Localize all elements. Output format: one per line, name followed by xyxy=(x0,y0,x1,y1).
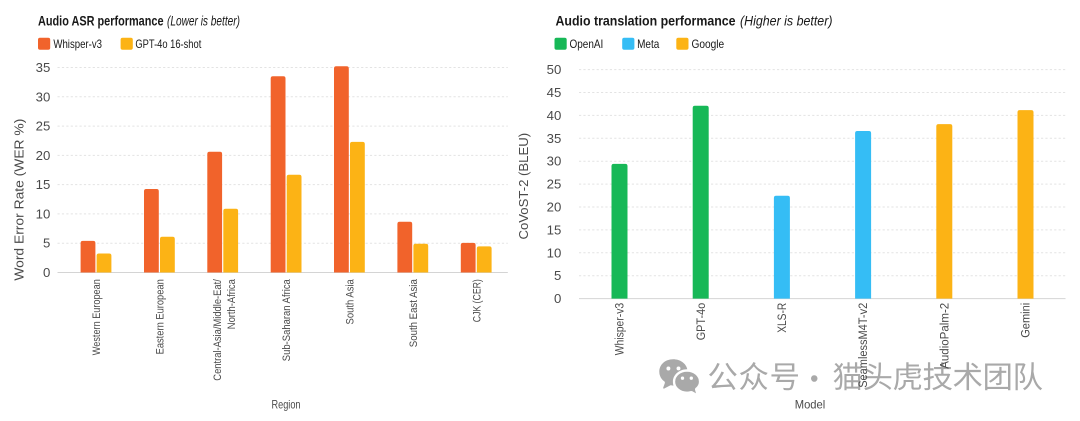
svg-text:OpenAI: OpenAI xyxy=(570,37,604,51)
svg-text:Meta: Meta xyxy=(637,37,659,51)
svg-text:50: 50 xyxy=(547,62,562,77)
svg-text:35: 35 xyxy=(36,60,51,75)
svg-text:15: 15 xyxy=(36,177,51,192)
svg-text:(Higher is better): (Higher is better) xyxy=(740,13,833,29)
svg-text:30: 30 xyxy=(36,89,51,104)
svg-text:(Lower is better): (Lower is better) xyxy=(167,13,240,29)
svg-text:SeamlessM4T-v2: SeamlessM4T-v2 xyxy=(858,303,870,388)
svg-text:CJK (CER): CJK (CER) xyxy=(471,279,483,322)
svg-text:45: 45 xyxy=(547,85,562,100)
svg-text:Model: Model xyxy=(795,398,826,412)
svg-text:Central-Asia/Middle-Eat/: Central-Asia/Middle-Eat/ xyxy=(212,278,224,380)
svg-text:Whisper-v3: Whisper-v3 xyxy=(615,303,627,356)
svg-text:South Asia: South Asia xyxy=(345,278,357,324)
svg-text:CoVoST-2 (BLEU): CoVoST-2 (BLEU) xyxy=(517,133,531,240)
svg-text:20: 20 xyxy=(36,148,51,163)
svg-text:0: 0 xyxy=(43,265,50,280)
svg-text:15: 15 xyxy=(547,222,562,237)
svg-text:Eastern European: Eastern European xyxy=(155,279,167,354)
svg-text:10: 10 xyxy=(547,245,562,260)
svg-text:Whisper-v3: Whisper-v3 xyxy=(53,37,102,51)
svg-text:North-Africa: North-Africa xyxy=(226,278,238,329)
svg-text:0: 0 xyxy=(554,291,561,306)
svg-text:25: 25 xyxy=(547,177,562,192)
svg-text:Word Error Rate (WER %): Word Error Rate (WER %) xyxy=(13,119,27,281)
svg-text:GPT-4o: GPT-4o xyxy=(696,303,708,341)
svg-text:Audio translation performance: Audio translation performance xyxy=(556,13,736,29)
svg-text:30: 30 xyxy=(547,154,562,169)
svg-text:GPT-4o 16-shot: GPT-4o 16-shot xyxy=(135,37,201,51)
svg-text:Western European: Western European xyxy=(91,279,103,355)
svg-text:35: 35 xyxy=(547,131,562,146)
svg-text:Gemini: Gemini xyxy=(1021,303,1033,338)
svg-text:20: 20 xyxy=(547,200,562,215)
svg-text:Region: Region xyxy=(272,398,301,412)
svg-text:AudioPalm-2: AudioPalm-2 xyxy=(939,303,951,369)
svg-text:5: 5 xyxy=(43,236,50,251)
svg-text:South East Asia: South East Asia xyxy=(408,278,420,347)
svg-text:XLS-R: XLS-R xyxy=(777,303,789,333)
svg-text:5: 5 xyxy=(554,268,561,283)
svg-text:40: 40 xyxy=(547,108,562,123)
svg-text:10: 10 xyxy=(36,206,51,221)
svg-text:Sub-Saharan Africa: Sub-Saharan Africa xyxy=(281,278,293,361)
svg-text:Google: Google xyxy=(692,37,725,51)
svg-text:25: 25 xyxy=(36,119,51,134)
svg-text:Audio ASR performance: Audio ASR performance xyxy=(38,13,164,29)
